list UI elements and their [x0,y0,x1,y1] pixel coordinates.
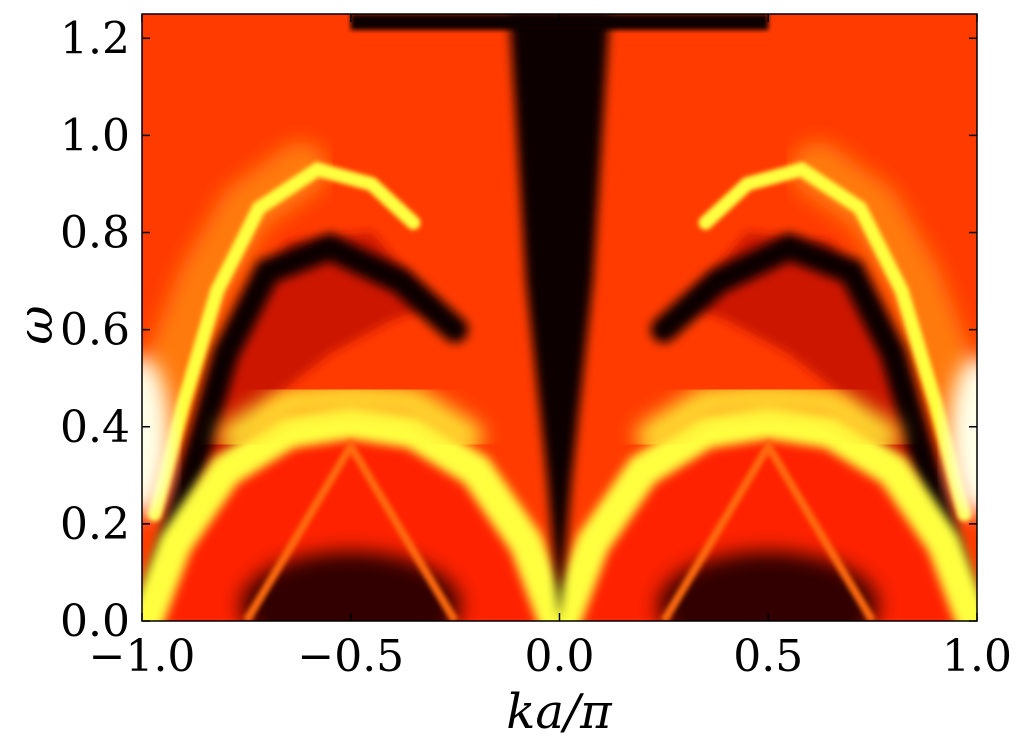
mid-region [684,232,977,621]
edge-glow [142,356,170,517]
dome-dark-core [658,551,879,621]
x-tick-label: 1.0 [942,631,1012,682]
x-axis-ticks: −1.0 −0.5 0.0 0.5 1.0 [89,14,1012,682]
y-tick-label: 0.8 [60,208,130,259]
x-tick-label: −0.5 [297,631,404,682]
y-tick-label: 0.2 [60,499,130,550]
lower-band-halo [636,382,901,452]
y-tick-label: 0.0 [60,596,130,647]
lower-band [546,404,977,621]
dark-valley [142,232,469,621]
upper-band [698,161,972,522]
x-tick-label: −1.0 [89,631,196,682]
y-tick-label: 0.6 [60,305,130,356]
y-tick-label: 1.0 [60,110,130,161]
dark-valley [650,232,977,621]
y-tick-label: 0.4 [60,402,130,453]
upper-band [147,161,421,522]
dome-dark-core [240,551,461,621]
heatmap-area [142,14,977,621]
x-tick-label: 0.0 [525,631,595,682]
mid-region [142,232,435,621]
inner-lines [242,438,459,621]
heatmap-half-right [546,141,977,621]
lower-band-halo [218,382,483,452]
x-axis-title: ka/π [506,684,613,740]
x-tick-label: 0.5 [733,631,803,682]
heatmap-half-left [142,141,573,621]
central-dark-region [509,14,610,621]
y-axis-ticks: 0.0 0.2 0.4 0.6 0.8 1.0 1.2 [60,13,977,647]
y-tick-label: 1.2 [60,13,130,64]
lower-band [142,404,573,621]
y-axis-title: ω [8,305,64,344]
edge-glow [949,356,977,517]
inner-lines [660,438,877,621]
